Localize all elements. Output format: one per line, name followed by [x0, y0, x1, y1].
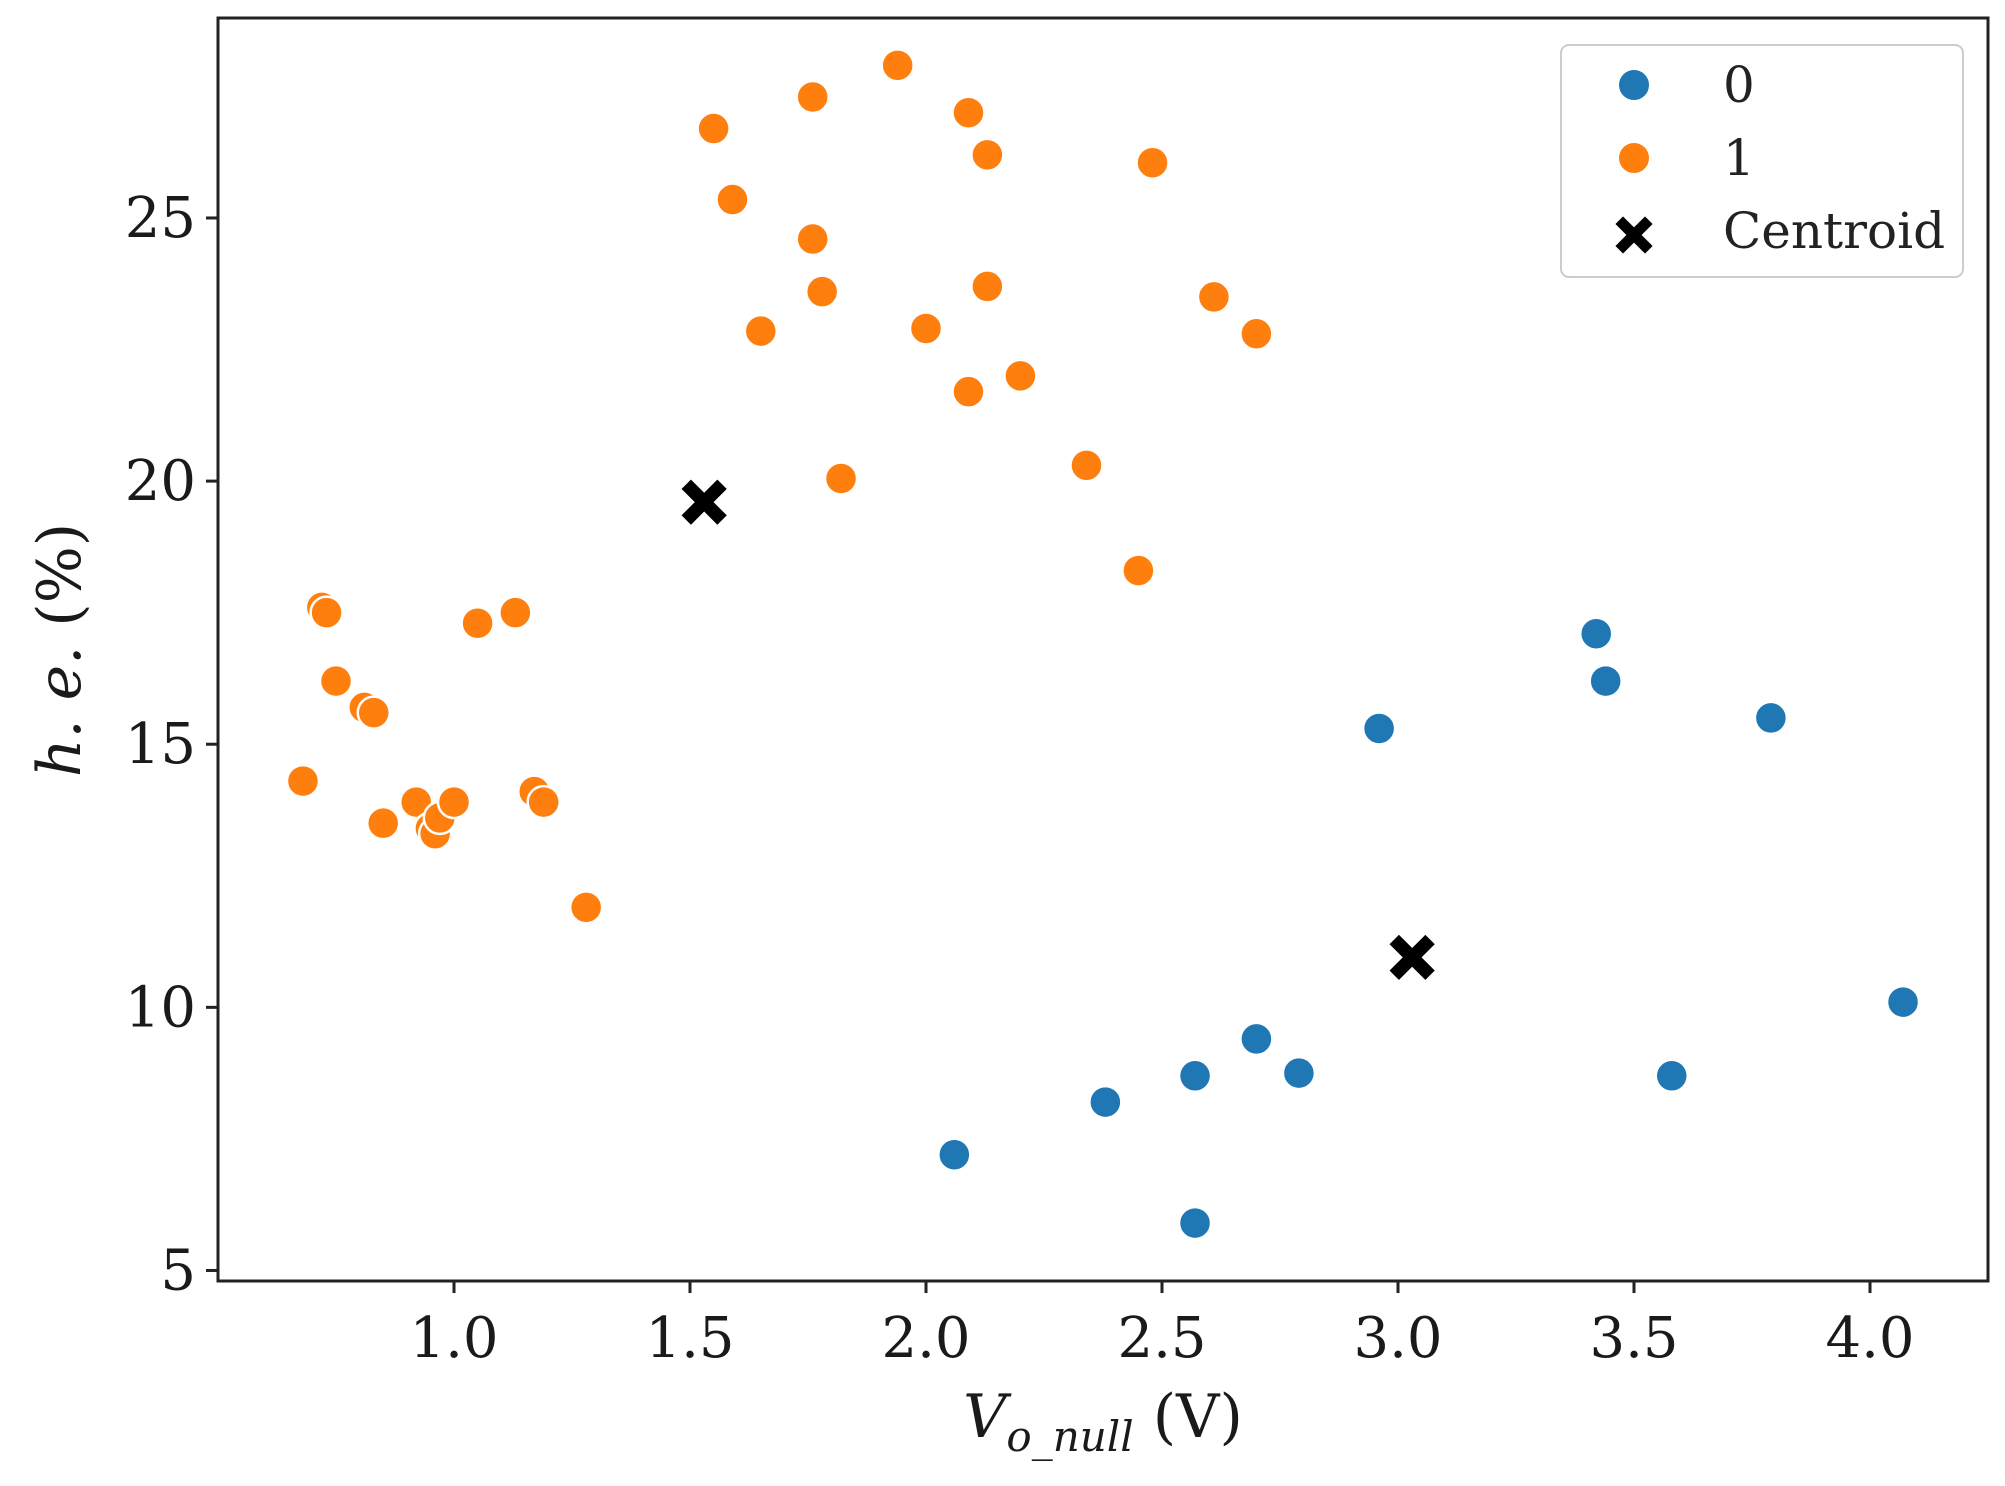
- data-point-series-1: [1135, 145, 1170, 180]
- x-tick-label: 2.0: [881, 1306, 970, 1371]
- centroid-marker: [1386, 931, 1438, 983]
- data-point-series-1: [526, 784, 561, 820]
- data-point-series-0: [1588, 663, 1623, 699]
- data-point-series-1: [1003, 358, 1038, 394]
- data-point-series-1: [804, 274, 840, 309]
- x-tick-label: 3.5: [1589, 1306, 1678, 1371]
- data-point-series-1: [880, 48, 915, 83]
- y-axis-label-main: h. e.: [25, 646, 95, 777]
- data-point-series-1: [1121, 553, 1156, 588]
- x-tick-label: 1.0: [409, 1306, 498, 1371]
- legend-box: [1560, 44, 1964, 278]
- data-point-series-1: [568, 890, 604, 925]
- x-tick-label: 4.0: [1825, 1306, 1914, 1371]
- data-point-series-1: [436, 784, 472, 820]
- data-point-series-1: [795, 79, 830, 115]
- legend-marker-0: [1617, 68, 1651, 102]
- data-point-series-1: [1239, 316, 1274, 351]
- legend-items: 0 1 Centroid: [1612, 56, 1945, 260]
- data-point-series-1: [1196, 279, 1232, 315]
- data-point-series-0: [937, 1137, 972, 1172]
- data-point-series-1: [498, 595, 533, 630]
- data-point-series-0: [1088, 1084, 1123, 1120]
- data-point-series-1: [908, 311, 944, 346]
- data-point-series-1: [970, 269, 1005, 304]
- data-point-series-0: [1654, 1058, 1690, 1094]
- data-point-series-1: [398, 784, 434, 820]
- x-axis-label-main: V: [963, 1382, 1012, 1452]
- data-point-series-1: [970, 137, 1005, 173]
- data-point-series-0: [1753, 700, 1789, 736]
- data-point-series-1: [696, 111, 731, 146]
- data-point-series-0: [1177, 1205, 1213, 1241]
- y-axis-label-unit: (%): [25, 523, 95, 646]
- y-axis: 5 10 15 20 25: [125, 186, 218, 1303]
- data-point-series-1: [460, 605, 495, 641]
- data-point-series-1: [795, 221, 830, 257]
- data-points: [285, 48, 1921, 1241]
- y-axis-label: h. e. (%): [25, 523, 95, 777]
- legend: 0 1 Centroid: [1560, 44, 1964, 278]
- x-tick-label: 3.0: [1353, 1306, 1442, 1371]
- data-point-series-1: [951, 374, 986, 409]
- y-tick-label: 5: [160, 1238, 196, 1303]
- x-tick-label: 2.5: [1117, 1306, 1206, 1371]
- data-point-series-1: [309, 595, 344, 630]
- y-tick-label: 20: [125, 449, 196, 514]
- legend-marker-1: [1617, 141, 1651, 175]
- data-point-series-0: [1578, 616, 1614, 651]
- data-point-series-1: [743, 313, 779, 349]
- data-point-series-1: [318, 663, 354, 699]
- legend-label: Centroid: [1723, 202, 1945, 260]
- x-axis-label: Vo_null (V): [963, 1382, 1243, 1461]
- y-tick-label: 10: [125, 975, 196, 1040]
- y-tick-label: 15: [125, 712, 196, 777]
- data-point-series-1: [285, 763, 321, 799]
- data-point-series-0: [1239, 1021, 1274, 1057]
- x-axis: 1.0 1.5 2.0 2.5 3.0 3.5 4.0: [409, 1281, 1915, 1371]
- x-axis-label-sub: o_null: [1006, 1412, 1133, 1461]
- data-point-series-0: [1361, 711, 1397, 746]
- data-point-series-1: [356, 695, 392, 730]
- data-point-series-1: [951, 95, 986, 130]
- legend-marker-centroid: [1612, 213, 1656, 257]
- data-point-series-0: [1177, 1058, 1213, 1094]
- centroid-marker: [678, 476, 730, 528]
- x-tick-label: 1.5: [645, 1306, 734, 1371]
- x-axis-label-unit: (V): [1134, 1382, 1243, 1452]
- data-point-series-1: [823, 461, 859, 496]
- y-tick-label: 25: [125, 186, 196, 251]
- legend-label: 1: [1723, 129, 1755, 187]
- data-point-series-0: [1885, 984, 1921, 1020]
- legend-label: 0: [1723, 56, 1755, 114]
- data-point-series-1: [1069, 448, 1104, 483]
- data-point-series-0: [1281, 1055, 1317, 1091]
- data-point-series-1: [715, 182, 750, 217]
- data-point-series-1: [365, 805, 401, 841]
